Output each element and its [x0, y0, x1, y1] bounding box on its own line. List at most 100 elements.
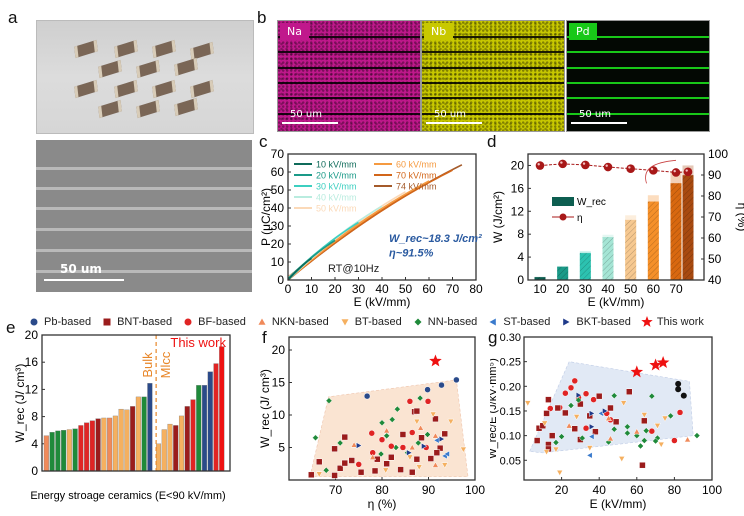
plot-frame — [523, 336, 713, 481]
data-point-bt-based — [543, 449, 550, 456]
plot-frame — [41, 334, 231, 472]
data-point-bf-based — [355, 461, 363, 468]
eds-map-pd: Pd 50 um — [566, 20, 710, 132]
x-tick-label: 40 — [601, 282, 615, 296]
data-point-bnt-based — [592, 428, 599, 435]
data-point-bt-based — [586, 445, 594, 452]
data-point-bnt-based — [408, 468, 416, 476]
data-point-bnt-based — [371, 467, 379, 475]
star-marker-icon — [641, 316, 653, 327]
y-tick-label: 15 — [272, 376, 286, 390]
x-tick-label: 10 — [533, 282, 547, 296]
bar-bulk — [147, 383, 153, 472]
bar-hatch — [602, 237, 614, 280]
data-point-nn-based — [378, 419, 386, 427]
data-point-bt-based — [620, 400, 628, 407]
data-point-st-based — [443, 450, 450, 458]
y-tick-label: 0.05 — [500, 455, 521, 467]
y-right-tick-label: 40 — [708, 273, 722, 287]
bar-bulk — [55, 430, 61, 472]
y-tick-label: 40 — [271, 201, 285, 215]
eta-point — [683, 167, 693, 177]
y-tick-label: 12 — [511, 204, 525, 218]
bar-mlcc — [173, 425, 179, 472]
data-point-bkt-based — [356, 442, 363, 449]
electrode-stripe — [567, 82, 709, 84]
data-point-nkn-based — [432, 461, 439, 468]
legend-item-nn-based: NN-based — [412, 316, 477, 328]
sem-cross-section-image: 50 um — [36, 140, 252, 292]
data-point-nkn-based — [408, 443, 416, 451]
panel-label-d: d — [487, 132, 497, 151]
legend-label: 60 kV/mm — [396, 160, 437, 170]
legend-item-pb-based: Pb-based — [28, 316, 91, 328]
x-tick-label: 70 — [669, 282, 683, 296]
data-point-nn-based — [640, 437, 648, 444]
bar-mlcc — [167, 423, 173, 472]
bar-bulk — [130, 406, 136, 472]
data-point-nn-based — [610, 425, 618, 433]
legend-label: 74 kV/mm — [396, 182, 437, 192]
scale-label: 50 um — [579, 109, 611, 120]
data-point-nn-based — [637, 442, 644, 450]
y-tick-label: 0.20 — [500, 381, 521, 393]
y-tick-label: 20 — [272, 343, 286, 357]
y-tick-label: 4 — [517, 250, 524, 264]
bar-bulk — [107, 417, 113, 472]
panel-label-c: c — [259, 132, 268, 151]
data-point-bnt-based — [399, 431, 407, 438]
data-point-bt-based — [524, 400, 532, 407]
mlcc-chip — [136, 59, 160, 79]
mlcc-chips-photo — [36, 20, 254, 134]
y-right-tick-label: 60 — [708, 231, 722, 245]
eta-point-highlight — [628, 166, 631, 169]
data-point-bf-based — [590, 396, 597, 403]
data-point-nn-based — [336, 439, 344, 447]
plot-frame — [288, 336, 476, 481]
x-tick-label: 60 — [422, 282, 436, 296]
data-point-nkn-based — [684, 436, 691, 443]
data-point-bkt-based — [406, 449, 413, 457]
data-point-bkt-based — [438, 435, 446, 443]
legend-item-bt-based: BT-based — [339, 316, 402, 328]
y-tick-label: 16 — [511, 181, 525, 195]
annotation-condition: RT@10Hz — [328, 263, 379, 275]
x-tick-label: 70 — [329, 483, 343, 497]
data-point-nkn-based — [369, 453, 377, 460]
x-tick-label: 20 — [328, 282, 342, 296]
mlcc-chip — [74, 79, 98, 99]
electrode-stripe — [422, 97, 564, 99]
plot-frame — [287, 153, 477, 281]
data-point-nn-based — [414, 439, 422, 447]
data-point-nkn-based — [417, 424, 425, 431]
bar-hatch — [625, 219, 637, 280]
bar-hatch — [682, 175, 694, 280]
data-point-bnt-based — [357, 468, 365, 476]
sem-scale-label: 50 um — [60, 262, 102, 276]
data-point-bt-based — [406, 454, 414, 461]
y-axis-label: W_rec (J/ cm³) — [13, 364, 27, 443]
bar-bulk — [84, 422, 90, 472]
bar-bulk — [135, 396, 141, 472]
data-point-bt-based — [382, 467, 390, 474]
data-point-nkn-based — [383, 427, 391, 434]
bar-hatch — [647, 201, 659, 280]
data-point-bnt-based — [413, 455, 421, 463]
marker-shape — [341, 319, 349, 326]
marker-shape — [414, 318, 422, 326]
legend-label: This work — [656, 316, 704, 328]
data-point-nkn-based — [605, 414, 613, 422]
mlcc-chip — [190, 79, 214, 99]
data-point-st-based — [586, 451, 593, 459]
y-tick-label: 10 — [271, 255, 285, 269]
eta-point-highlight — [560, 161, 563, 164]
data-point-this-work — [429, 354, 442, 367]
data-point-bnt-based — [331, 472, 338, 479]
y-axis-label: W (J/cm²) — [491, 191, 505, 243]
bar-bulk — [112, 415, 118, 472]
data-point-bf-based — [388, 443, 395, 450]
data-point-pb-based — [453, 376, 460, 384]
data-point-bf-based — [378, 436, 386, 443]
data-point-this-work — [649, 358, 662, 371]
data-point-nn-based — [416, 394, 424, 402]
